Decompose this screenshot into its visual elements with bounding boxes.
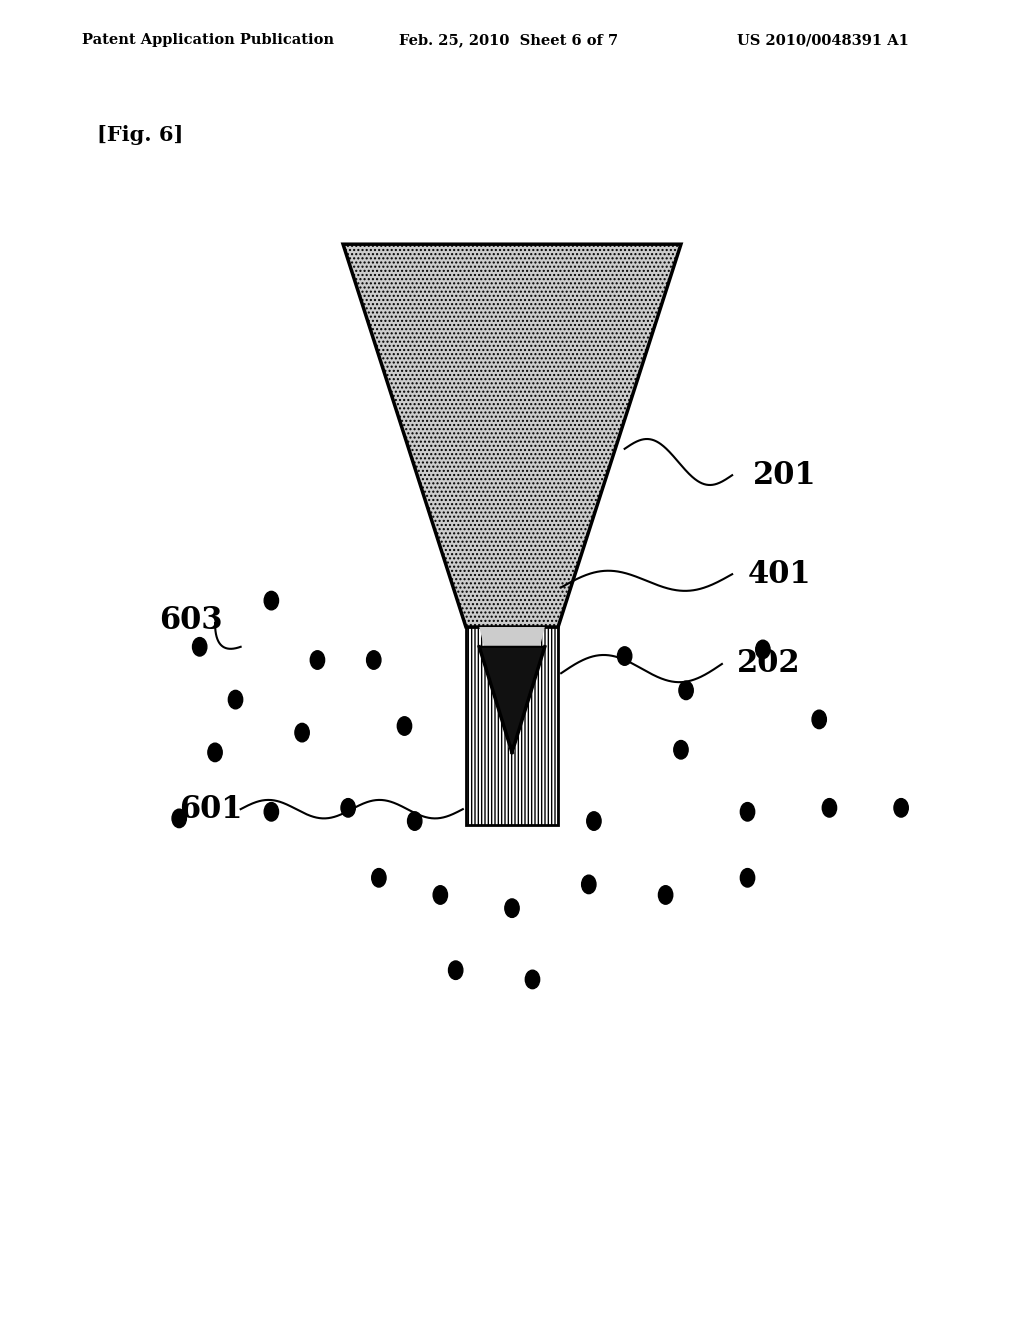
Circle shape — [310, 651, 325, 669]
Circle shape — [193, 638, 207, 656]
Text: Patent Application Publication: Patent Application Publication — [82, 33, 334, 48]
Circle shape — [433, 886, 447, 904]
Text: 603: 603 — [159, 605, 222, 636]
Text: 201: 201 — [753, 459, 816, 491]
Circle shape — [658, 886, 673, 904]
Circle shape — [617, 647, 632, 665]
Circle shape — [525, 970, 540, 989]
Circle shape — [582, 875, 596, 894]
Circle shape — [756, 640, 770, 659]
Circle shape — [372, 869, 386, 887]
Text: 401: 401 — [748, 558, 811, 590]
Text: US 2010/0048391 A1: US 2010/0048391 A1 — [737, 33, 909, 48]
Circle shape — [674, 741, 688, 759]
Circle shape — [449, 961, 463, 979]
Text: [Fig. 6]: [Fig. 6] — [97, 125, 183, 145]
Circle shape — [295, 723, 309, 742]
Circle shape — [367, 651, 381, 669]
Circle shape — [172, 809, 186, 828]
Polygon shape — [479, 647, 545, 746]
Text: Feb. 25, 2010  Sheet 6 of 7: Feb. 25, 2010 Sheet 6 of 7 — [399, 33, 618, 48]
Circle shape — [679, 681, 693, 700]
Circle shape — [228, 690, 243, 709]
Text: 601: 601 — [179, 793, 243, 825]
Circle shape — [397, 717, 412, 735]
Circle shape — [740, 869, 755, 887]
Text: 202: 202 — [737, 648, 801, 680]
Bar — [466, 627, 558, 825]
Circle shape — [587, 812, 601, 830]
Circle shape — [264, 591, 279, 610]
Circle shape — [812, 710, 826, 729]
Circle shape — [822, 799, 837, 817]
Circle shape — [264, 803, 279, 821]
Polygon shape — [343, 244, 681, 627]
Circle shape — [894, 799, 908, 817]
Circle shape — [408, 812, 422, 830]
Polygon shape — [479, 627, 545, 752]
Circle shape — [341, 799, 355, 817]
Circle shape — [740, 803, 755, 821]
Circle shape — [505, 899, 519, 917]
Circle shape — [208, 743, 222, 762]
